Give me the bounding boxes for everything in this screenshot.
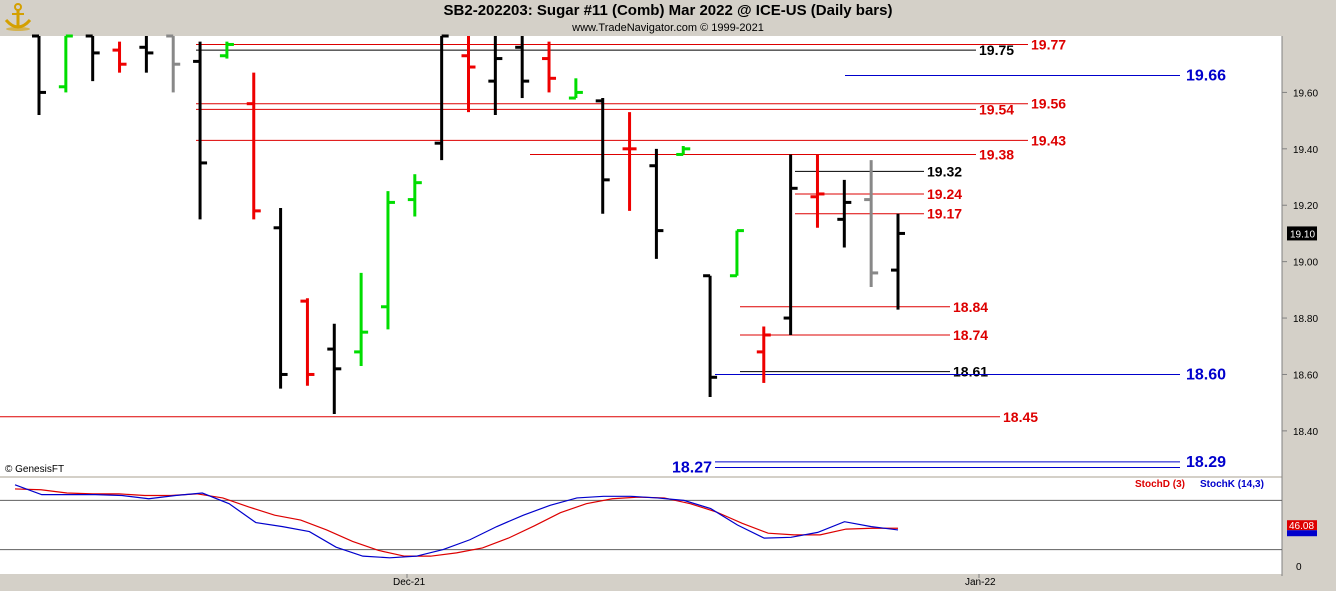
level-label-18.74: 18.74 — [953, 327, 988, 343]
ohlc-bar — [542, 41, 557, 93]
ohlc-bar — [166, 34, 181, 93]
level-label-18.60: 18.60 — [1186, 366, 1226, 383]
ohlc-bar — [139, 36, 154, 73]
stoch-line-0 — [14, 488, 898, 557]
level-label-18.45: 18.45 — [1003, 409, 1038, 425]
level-label-19.38: 19.38 — [979, 146, 1014, 162]
ohlc-bar — [568, 78, 583, 100]
ohlc-bar — [756, 326, 771, 383]
ohlc-bar — [380, 191, 395, 330]
ohlc-bar — [327, 323, 342, 414]
ohlc-bar — [703, 274, 718, 398]
ohlc-bar — [595, 98, 610, 214]
y-tick-label: 18.60 — [1293, 370, 1318, 381]
legend-stochk: StochK (14,3) — [1200, 479, 1264, 490]
ohlc-bar — [649, 148, 664, 259]
ohlc-bar — [246, 72, 261, 220]
ohlc-bar — [515, 36, 530, 99]
y-tick-label: 19.40 — [1293, 145, 1318, 156]
level-label-19.66: 19.66 — [1186, 67, 1226, 84]
x-tick-label: Dec-21 — [393, 577, 426, 588]
ohlc-bar — [354, 272, 369, 366]
genesis-watermark: © GenesisFT — [5, 464, 64, 475]
y-tick-label: 19.60 — [1293, 88, 1318, 99]
last-price-tag — [1287, 226, 1317, 241]
level-label-19.43: 19.43 — [1031, 132, 1066, 148]
ohlc-bar — [837, 179, 852, 248]
legend-stochd: StochD (3) — [1135, 479, 1185, 490]
ohlc-bar — [488, 36, 503, 115]
level-label-19.17: 19.17 — [927, 206, 962, 222]
y-tick-label: 19.20 — [1293, 201, 1318, 212]
ohlc-bar — [864, 160, 879, 288]
stochastic-panel — [0, 478, 1282, 574]
ohlc-bar — [407, 174, 422, 217]
y-tick-label: 18.40 — [1293, 427, 1318, 438]
level-label-19.54: 19.54 — [979, 101, 1014, 117]
ohlc-bar — [32, 34, 46, 115]
x-tick-label: Jan-22 — [965, 577, 996, 588]
level-label-18.84: 18.84 — [953, 299, 988, 315]
ohlc-bar — [273, 208, 288, 389]
stoch-value-tag-bottom — [1287, 530, 1317, 537]
anchor-logo-icon — [2, 2, 34, 32]
level-label-19.32: 19.32 — [927, 163, 962, 179]
ohlc-bar — [434, 34, 449, 161]
ohlc-bar — [729, 229, 744, 278]
level-label-19.75: 19.75 — [979, 42, 1014, 58]
level-label-18.61: 18.61 — [953, 364, 988, 380]
stoch-last-value: 46.08 — [1289, 521, 1314, 532]
level-label-18.27: 18.27 — [672, 460, 712, 477]
chart-title: SB2-202203: Sugar #11 (Comb) Mar 2022 @ … — [443, 2, 893, 19]
price-panel — [0, 36, 1282, 476]
ohlc-bar — [676, 146, 691, 156]
last-price-label: 19.10 — [1290, 229, 1315, 240]
ohlc-bar — [300, 298, 315, 386]
y-tick-label: 18.80 — [1293, 314, 1318, 325]
level-label-19.56: 19.56 — [1031, 96, 1066, 112]
level-label-18.29: 18.29 — [1186, 454, 1226, 471]
ohlc-bar — [783, 154, 798, 335]
y-tick-label: 19.00 — [1293, 258, 1318, 269]
ohlc-bar — [622, 112, 637, 211]
ohlc-bar — [58, 34, 73, 93]
level-label-19.77: 19.77 — [1031, 36, 1066, 52]
ohlc-bar — [891, 213, 905, 310]
level-label-19.24: 19.24 — [927, 186, 962, 202]
stoch-y-tick: 0 — [1296, 562, 1302, 573]
ohlc-bar — [461, 36, 476, 113]
copyright-text: www.TradeNavigator.com © 1999-2021 — [572, 22, 764, 34]
ohlc-bar — [810, 154, 825, 228]
ohlc-bar — [219, 41, 234, 59]
ohlc-bar — [85, 34, 100, 82]
stoch-value-tag-top — [1287, 520, 1317, 531]
ohlc-bar — [112, 41, 127, 73]
stoch-line-1 — [14, 484, 899, 559]
ohlc-bar — [193, 41, 208, 220]
